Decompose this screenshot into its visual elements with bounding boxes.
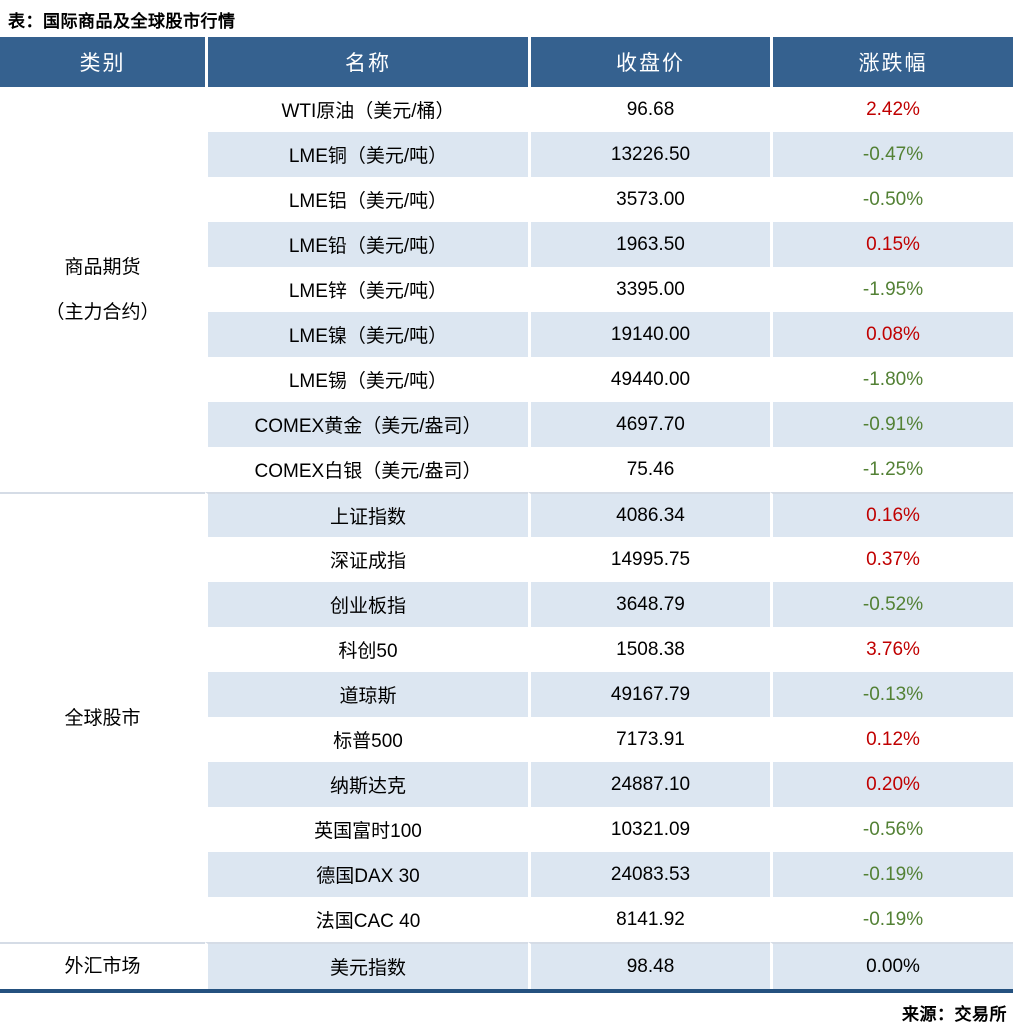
instrument-name-cell: LME镍（美元/吨） — [205, 312, 528, 357]
instrument-name-cell: 标普500 — [205, 717, 528, 762]
change-percent-cell: 0.15% — [770, 222, 1013, 267]
table-row: 道琼斯 49167.79 -0.13% — [0, 672, 1013, 717]
table-row: 英国富时100 10321.09 -0.56% — [0, 807, 1013, 852]
table-row: LME铝（美元/吨） 3573.00 -0.50% — [0, 177, 1013, 222]
column-header-name: 名称 — [205, 37, 528, 87]
page-title: 表：国际商品及全球股市行情 — [8, 12, 236, 31]
table-row: 法国CAC 40 8141.92 -0.19% — [0, 897, 1013, 942]
close-price-cell: 49167.79 — [528, 672, 770, 717]
instrument-name-cell: COMEX黄金（美元/盎司） — [205, 402, 528, 447]
category-label: 外汇市场 — [64, 956, 141, 977]
table-row: 德国DAX 30 24083.53 -0.19% — [0, 852, 1013, 897]
table-row: 全球股市 上证指数 4086.34 0.16% — [0, 492, 1013, 942]
table-body: 商品期货 （主力合约） WTI原油（美元/桶） 96.68 2.42% LME铜（美元/吨… — [0, 87, 1013, 989]
table-row: 纳斯达克 24887.10 0.20% — [0, 762, 1013, 807]
instrument-name-cell: 创业板指 — [205, 582, 528, 627]
close-price-cell: 96.68 — [528, 87, 770, 132]
change-percent-cell: 3.76% — [770, 627, 1013, 672]
column-header-close: 收盘价 — [528, 37, 770, 87]
close-price-cell: 3573.00 — [528, 177, 770, 222]
close-price-cell: 19140.00 — [528, 312, 770, 357]
close-price-cell: 1963.50 — [528, 222, 770, 267]
instrument-name-cell: LME锌（美元/吨） — [205, 267, 528, 312]
table-row: LME铜（美元/吨） 13226.50 -0.47% — [0, 132, 1013, 177]
category-cell: 商品期货 （主力合约） — [0, 87, 205, 492]
change-percent-cell: 0.12% — [770, 717, 1013, 762]
close-price-cell: 3395.00 — [528, 267, 770, 312]
change-percent-cell: -0.19% — [770, 852, 1013, 897]
instrument-name-cell: WTI原油（美元/桶） — [205, 87, 528, 132]
instrument-name-cell: 美元指数 — [205, 942, 528, 989]
table-row: LME铅（美元/吨） 1963.50 0.15% — [0, 222, 1013, 267]
market-table: 类别 名称 收盘价 涨跌幅 商品期货 （主力合约） WTI原油（美元/桶） 96.68… — [0, 37, 1013, 989]
category-label: （主力合约） — [45, 301, 160, 323]
change-percent-cell: 2.42% — [770, 87, 1013, 132]
change-percent-cell: -0.52% — [770, 582, 1013, 627]
change-percent-cell: -0.13% — [770, 672, 1013, 717]
instrument-name-cell: LME铅（美元/吨） — [205, 222, 528, 267]
instrument-name-cell: 纳斯达克 — [205, 762, 528, 807]
instrument-name-cell: 上证指数 — [205, 492, 528, 537]
category-label: 全球股市 — [64, 707, 141, 729]
change-percent-cell: 0.37% — [770, 537, 1013, 582]
change-percent-cell: 0.08% — [770, 312, 1013, 357]
close-price-cell: 24887.10 — [528, 762, 770, 807]
source-note: 来源：交易所 — [902, 1005, 1007, 1024]
change-percent-cell: -0.50% — [770, 177, 1013, 222]
close-price-cell: 1508.38 — [528, 627, 770, 672]
table-row: LME锡（美元/吨） 49440.00 -1.80% — [0, 357, 1013, 402]
change-percent-cell: 0.00% — [770, 942, 1013, 989]
change-percent-cell: -0.19% — [770, 897, 1013, 942]
header-row: 类别 名称 收盘价 涨跌幅 — [0, 37, 1013, 87]
change-percent-cell: 0.20% — [770, 762, 1013, 807]
instrument-name-cell: 德国DAX 30 — [205, 852, 528, 897]
close-price-cell: 49440.00 — [528, 357, 770, 402]
instrument-name-cell: 法国CAC 40 — [205, 897, 528, 942]
table-row: LME锌（美元/吨） 3395.00 -1.95% — [0, 267, 1013, 312]
close-price-cell: 75.46 — [528, 447, 770, 492]
close-price-cell: 14995.75 — [528, 537, 770, 582]
category-label: 商品期货 — [64, 256, 141, 278]
change-percent-cell: 0.16% — [770, 492, 1013, 537]
instrument-name-cell: 深证成指 — [205, 537, 528, 582]
instrument-name-cell: 道琼斯 — [205, 672, 528, 717]
close-price-cell: 4697.70 — [528, 402, 770, 447]
table-row: 外汇市场 美元指数 98.48 0.00% — [0, 942, 1013, 989]
category-cell: 全球股市 — [0, 492, 205, 942]
category-cell: 外汇市场 — [0, 942, 205, 989]
market-table-container: 类别 名称 收盘价 涨跌幅 商品期货 （主力合约） WTI原油（美元/桶） 96.68… — [0, 37, 1013, 993]
table-row: COMEX黄金（美元/盎司） 4697.70 -0.91% — [0, 402, 1013, 447]
close-price-cell: 24083.53 — [528, 852, 770, 897]
close-price-cell: 3648.79 — [528, 582, 770, 627]
change-percent-cell: -0.91% — [770, 402, 1013, 447]
table-row: 商品期货 （主力合约） WTI原油（美元/桶） 96.68 2.42% — [0, 87, 1013, 492]
instrument-name-cell: LME铝（美元/吨） — [205, 177, 528, 222]
instrument-name-cell: LME铜（美元/吨） — [205, 132, 528, 177]
close-price-cell: 4086.34 — [528, 492, 770, 537]
close-price-cell: 13226.50 — [528, 132, 770, 177]
close-price-cell: 8141.92 — [528, 897, 770, 942]
change-percent-cell: -0.47% — [770, 132, 1013, 177]
table-row: COMEX白银（美元/盎司） 75.46 -1.25% — [0, 447, 1013, 492]
table-row: 创业板指 3648.79 -0.52% — [0, 582, 1013, 627]
table-row: 标普500 7173.91 0.12% — [0, 717, 1013, 762]
column-header-change: 涨跌幅 — [770, 37, 1013, 87]
close-price-cell: 10321.09 — [528, 807, 770, 852]
column-header-category: 类别 — [0, 37, 205, 87]
close-price-cell: 98.48 — [528, 942, 770, 989]
table-header: 类别 名称 收盘价 涨跌幅 — [0, 37, 1013, 87]
table-row: 科创50 1508.38 3.76% — [0, 627, 1013, 672]
change-percent-cell: -1.80% — [770, 357, 1013, 402]
close-price-cell: 7173.91 — [528, 717, 770, 762]
instrument-name-cell: 英国富时100 — [205, 807, 528, 852]
table-row: LME镍（美元/吨） 19140.00 0.08% — [0, 312, 1013, 357]
change-percent-cell: -1.95% — [770, 267, 1013, 312]
change-percent-cell: -1.25% — [770, 447, 1013, 492]
instrument-name-cell: LME锡（美元/吨） — [205, 357, 528, 402]
instrument-name-cell: COMEX白银（美元/盎司） — [205, 447, 528, 492]
change-percent-cell: -0.56% — [770, 807, 1013, 852]
table-row: 深证成指 14995.75 0.37% — [0, 537, 1013, 582]
instrument-name-cell: 科创50 — [205, 627, 528, 672]
